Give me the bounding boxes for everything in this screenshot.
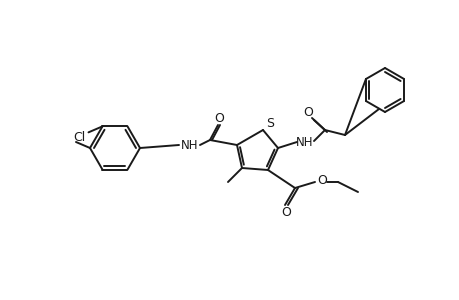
Text: O: O xyxy=(302,106,312,118)
Text: NH: NH xyxy=(296,136,313,148)
Text: O: O xyxy=(213,112,224,124)
Text: Cl: Cl xyxy=(73,131,85,144)
Text: O: O xyxy=(316,175,326,188)
Text: S: S xyxy=(265,116,274,130)
Text: NH: NH xyxy=(181,139,198,152)
Text: O: O xyxy=(280,206,290,218)
